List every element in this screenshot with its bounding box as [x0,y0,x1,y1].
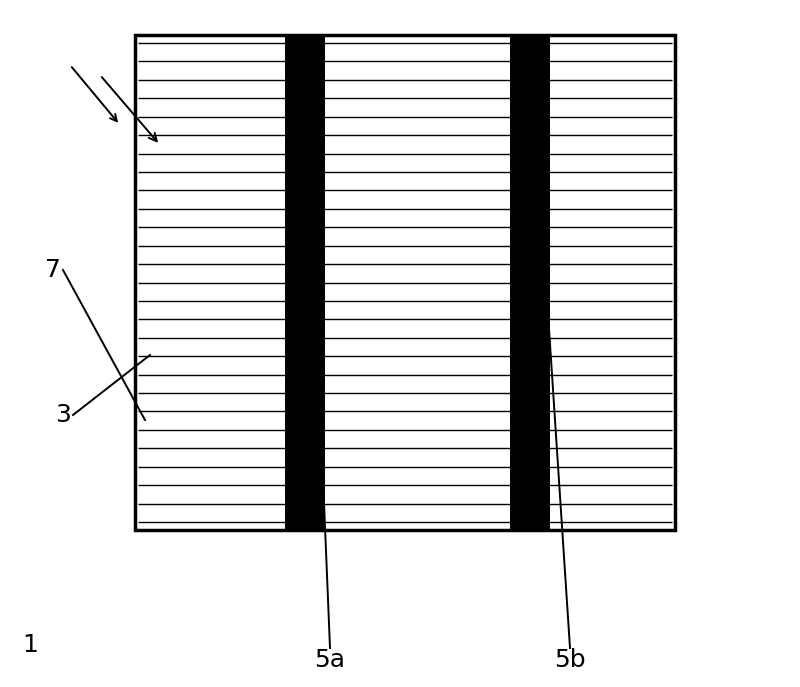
Text: 3: 3 [55,403,71,427]
Text: 7: 7 [45,258,61,282]
Text: 1: 1 [22,633,38,657]
Text: 5b: 5b [554,648,586,672]
Bar [285,35,325,530]
Bar [135,35,675,530]
Bar [510,35,550,530]
Text: 5a: 5a [314,648,346,672]
